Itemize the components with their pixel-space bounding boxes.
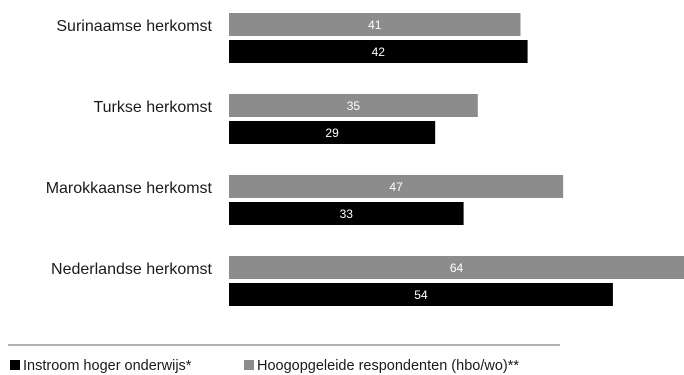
legend: Instroom hoger onderwijs* Hoogopgeleide r… bbox=[10, 358, 519, 374]
data-label-hoogopgeleide-respondenten-hbo-wo-marokkaanse-herkomst: 47 bbox=[389, 180, 403, 194]
bar-hoogopgeleide-respondenten-hbo-wo-surinaamse-herkomst bbox=[229, 13, 521, 36]
bar-instroom-hoger-onderwijs-surinaamse-herkomst bbox=[229, 40, 528, 63]
category-label-turkse-herkomst: Turkse herkomst bbox=[93, 99, 212, 116]
data-label-instroom-hoger-onderwijs-nederlandse-herkomst: 54 bbox=[414, 288, 428, 302]
data-label-instroom-hoger-onderwijs-turkse-herkomst: 29 bbox=[325, 126, 339, 140]
data-label-hoogopgeleide-respondenten-hbo-wo-surinaamse-herkomst: 41 bbox=[368, 18, 382, 32]
data-label-instroom-hoger-onderwijs-surinaamse-herkomst: 42 bbox=[372, 45, 386, 59]
data-label-hoogopgeleide-respondenten-hbo-wo-nederlandse-herkomst: 64 bbox=[450, 261, 464, 275]
bar-hoogopgeleide-respondenten-hbo-wo-turkse-herkomst bbox=[229, 94, 478, 117]
bar-hoogopgeleide-respondenten-hbo-wo-marokkaanse-herkomst bbox=[229, 175, 564, 198]
legend-label-instroom-hoger-onderwijs: Instroom hoger onderwijs* bbox=[23, 358, 192, 374]
category-label-surinaamse-herkomst: Surinaamse herkomst bbox=[56, 18, 212, 35]
legend-label-hoogopgeleide-respondenten-hbo-wo: Hoogopgeleide respondenten (hbo/wo)** bbox=[257, 358, 519, 374]
bar-instroom-hoger-onderwijs-marokkaanse-herkomst bbox=[229, 202, 464, 225]
category-labels: Surinaamse herkomst Turkse herkomst Marokk… bbox=[46, 18, 213, 278]
data-label-hoogopgeleide-respondenten-hbo-wo-turkse-herkomst: 35 bbox=[347, 99, 361, 113]
bar-instroom-hoger-onderwijs-turkse-herkomst bbox=[229, 121, 436, 144]
category-label-nederlandse-herkomst: Nederlandse herkomst bbox=[51, 261, 213, 278]
bar-instroom-hoger-onderwijs-nederlandse-herkomst bbox=[229, 283, 613, 306]
category-label-marokkaanse-herkomst: Marokkaanse herkomst bbox=[46, 180, 213, 197]
bar-hoogopgeleide-respondenten-hbo-wo-nederlandse-herkomst bbox=[229, 256, 684, 279]
data-label-instroom-hoger-onderwijs-marokkaanse-herkomst: 33 bbox=[340, 207, 354, 221]
legend-swatch-instroom-hoger-onderwijs bbox=[10, 360, 20, 370]
bars: 41 42 35 29 47 33 64 54 bbox=[229, 13, 684, 306]
legend-swatch-hoogopgeleide-respondenten-hbo-wo bbox=[244, 360, 254, 370]
